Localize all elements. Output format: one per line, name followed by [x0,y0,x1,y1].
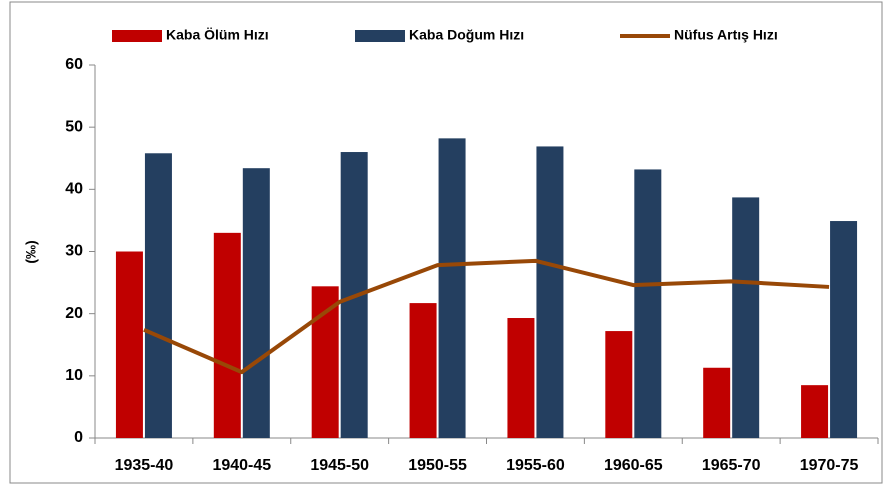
bar [242,168,270,439]
x-tick-label: 1965-70 [702,457,761,474]
bar [830,221,858,438]
bar [801,385,829,438]
bar [115,251,143,438]
y-tick-label: 30 [65,243,83,260]
bar [634,169,662,438]
bar [605,331,633,438]
y-tick-label: 0 [74,429,83,446]
x-tick-label: 1955-60 [506,457,565,474]
y-tick-label: 60 [65,56,83,73]
bar [311,286,339,438]
bar [732,197,760,438]
y-tick-label: 10 [65,367,83,384]
legend-label: Kaba Ölüm Hızı [166,27,269,43]
y-tick-label: 20 [65,305,83,322]
bar [144,153,172,438]
legend-label: Kaba Doğum Hızı [409,27,524,43]
bar [536,146,564,438]
x-tick-label: 1935-40 [115,457,174,474]
x-tick-label: 1945-50 [310,457,369,474]
bar [703,367,731,438]
x-tick-label: 1960-65 [604,457,663,474]
legend-swatch [112,30,162,42]
bar [213,232,241,438]
bar [507,318,535,438]
legend-swatch [355,30,405,42]
bar [438,138,466,438]
x-tick-label: 1940-45 [212,457,271,474]
line-series [143,258,830,375]
y-tick-label: 50 [65,118,83,135]
y-tick-label: 40 [65,181,83,198]
x-tick-label: 1950-55 [408,457,467,474]
y-axis-label: (‰) [23,240,39,263]
x-tick-label: 1970-75 [800,457,859,474]
bar [409,303,437,438]
chart-frame [9,1,883,484]
legend-label: Nüfus Artış Hızı [674,27,778,43]
